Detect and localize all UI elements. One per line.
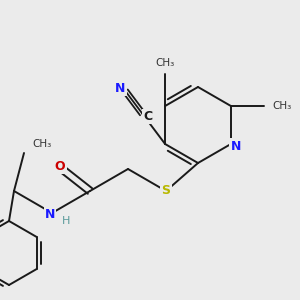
Text: CH₃: CH₃ [272,101,291,111]
Text: N: N [115,82,126,95]
Text: CH₃: CH₃ [155,58,175,68]
Text: N: N [45,208,55,221]
Text: S: S [161,184,170,197]
Text: O: O [55,160,65,172]
Text: N: N [231,140,241,152]
Text: C: C [144,110,153,123]
Text: CH₃: CH₃ [32,139,51,149]
Text: H: H [62,216,70,226]
